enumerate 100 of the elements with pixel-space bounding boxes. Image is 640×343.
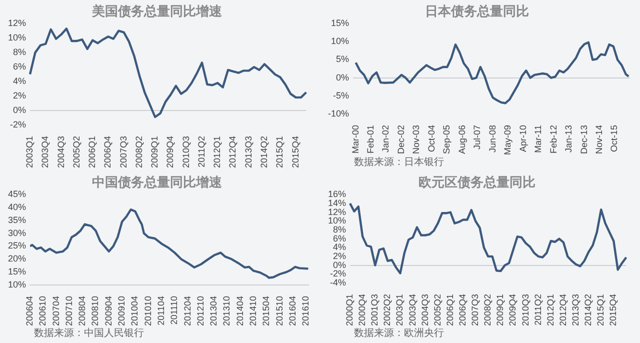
x-tick-label: 2010Q3 xyxy=(520,294,530,326)
y-tick-label: 10% xyxy=(8,32,26,43)
x-tick-label: 200810 xyxy=(90,296,100,326)
x-tick-label: 201204 xyxy=(182,296,192,326)
x-tick-label: 2015Q4 xyxy=(608,294,618,326)
y-tick-label: 10% xyxy=(328,216,346,226)
x-tick-label: 2010Q3 xyxy=(180,136,191,168)
x-tick-label: 2003Q1 xyxy=(24,136,34,168)
x-tick-label: 200604 xyxy=(24,296,34,326)
x-tick-label: 201610 xyxy=(300,296,311,326)
x-tick-label: 2012Q1 xyxy=(212,136,222,168)
y-tick-label: 6% xyxy=(13,62,26,72)
x-tick-label: Nov-14 xyxy=(594,124,604,154)
x-tick-label: 2012Q4 xyxy=(228,136,238,168)
x-tick-label: 2001Q3 xyxy=(370,294,380,326)
x-tick-label: 200904 xyxy=(103,296,114,326)
x-tick-label: 2006Q1 xyxy=(444,294,455,326)
x-tick-label: Mar-11 xyxy=(533,124,544,153)
chart-title: 美国债务总量同比增速 xyxy=(91,3,223,18)
x-tick-label: 2006Q4 xyxy=(457,294,468,326)
x-tick-label: 2011Q2 xyxy=(532,294,543,326)
x-tick-label: Oct-04 xyxy=(426,124,436,152)
x-tick-label: 201404 xyxy=(234,296,245,326)
x-tick-label: Jan-02 xyxy=(380,124,391,153)
x-tick-label: Mar-00 xyxy=(350,124,360,154)
y-tick-label: 40% xyxy=(8,202,26,212)
x-tick-label: 200610 xyxy=(38,296,48,326)
x-tick-label: 2004Q3 xyxy=(420,294,430,326)
x-tick-label: Jan-13 xyxy=(564,124,574,153)
y-tick-label: 16% xyxy=(328,189,346,200)
chart-title: 欧元区债务总量同比 xyxy=(418,174,536,190)
chart-title: 日本债务总量同比 xyxy=(425,3,529,18)
x-tick-label: Aug-06 xyxy=(456,124,467,154)
x-tick-label: 201004 xyxy=(130,296,140,326)
source-note: 数据来源：欧洲央行 xyxy=(354,326,444,340)
x-tick-label: Jun-08 xyxy=(487,124,498,153)
x-tick-label: 2011Q2 xyxy=(196,136,206,168)
y-tick-label: -10% xyxy=(328,108,350,118)
x-tick-label: 2015Q4 xyxy=(290,136,300,168)
x-tick-label: Feb-12 xyxy=(548,124,558,154)
x-tick-label: 2006Q1 xyxy=(87,136,98,168)
x-tick-label: 2009Q4 xyxy=(508,294,518,326)
x-tick-label: 2005Q2 xyxy=(432,294,442,326)
x-tick-label: Jul-07 xyxy=(472,124,482,150)
x-tick-label: 201604 xyxy=(287,296,298,326)
x-tick-label: May-09 xyxy=(502,124,513,156)
y-tick-label: 2% xyxy=(13,90,26,100)
x-tick-label: 2009Q4 xyxy=(165,136,176,168)
x-tick-label: 201510 xyxy=(274,296,284,326)
y-tick-label: 20% xyxy=(8,254,26,264)
y-tick-label: 45% xyxy=(8,189,26,200)
y-tick-label: -4% xyxy=(330,277,346,288)
y-tick-label: 0% xyxy=(333,260,346,270)
y-tick-label: 10% xyxy=(330,36,350,46)
x-tick-label: Sep-05 xyxy=(442,124,452,154)
y-tick-label: 30% xyxy=(8,228,26,238)
x-tick-label: 2012Q1 xyxy=(545,294,556,326)
x-tick-label: 2003Q4 xyxy=(40,136,50,168)
x-tick-label: 201110 xyxy=(169,296,180,325)
x-tick-label: 2006Q4 xyxy=(102,136,113,168)
y-tick-label: 6% xyxy=(333,233,346,244)
x-tick-label: 2008Q2 xyxy=(482,294,493,326)
x-tick-label: 200710 xyxy=(64,296,74,326)
x-tick-label: 2008Q2 xyxy=(134,136,144,168)
x-tick-label: 2015Q1 xyxy=(596,294,606,326)
y-tick-label: 4% xyxy=(13,76,26,86)
y-tick-label: -2% xyxy=(330,268,346,279)
x-tick-label: 2014Q2 xyxy=(258,136,269,168)
x-tick-label: 2004Q3 xyxy=(56,136,66,168)
x-tick-label: 2009Q1 xyxy=(495,294,506,326)
x-tick-label: 200804 xyxy=(77,296,88,326)
y-tick-label: 15% xyxy=(330,18,350,28)
y-tick-label: 12% xyxy=(8,18,26,28)
x-tick-label: 2002Q2 xyxy=(382,294,392,326)
x-tick-label: 201010 xyxy=(142,296,153,326)
x-tick-label: 2013Q3 xyxy=(243,136,254,168)
y-tick-label: 25% xyxy=(8,240,26,251)
x-tick-label: Apr-10 xyxy=(518,124,528,152)
x-tick-label: 200910 xyxy=(116,296,127,326)
source-note: 数据来源：日本银行 xyxy=(354,156,444,169)
x-tick-label: 2014Q2 xyxy=(583,294,594,326)
y-tick-label: 2% xyxy=(333,250,346,261)
chart-title: 中国债务总量同比增速 xyxy=(92,174,223,190)
x-tick-label: 200704 xyxy=(50,296,61,326)
y-tick-label: -2% xyxy=(10,119,26,130)
y-tick-label: 35% xyxy=(8,214,26,225)
x-tick-label: 201410 xyxy=(248,296,258,326)
y-tick-label: 12% xyxy=(328,206,346,217)
x-tick-label: 201104 xyxy=(156,296,166,326)
x-tick-label: 2003Q1 xyxy=(394,294,405,326)
x-tick-label: Nov-03 xyxy=(411,124,422,154)
x-tick-label: 2009Q1 xyxy=(150,136,160,168)
x-tick-label: 2012Q4 xyxy=(558,294,568,326)
source-note: 数据来源：中国人民银行 xyxy=(34,326,144,340)
x-tick-label: 201310 xyxy=(222,296,232,326)
x-tick-label: 2015Q1 xyxy=(274,136,285,168)
x-tick-label: 2000Q4 xyxy=(357,294,368,326)
x-tick-label: 2007Q3 xyxy=(118,136,128,168)
x-tick-label: Dec-02 xyxy=(396,124,406,154)
x-tick-label: 201304 xyxy=(208,296,219,326)
